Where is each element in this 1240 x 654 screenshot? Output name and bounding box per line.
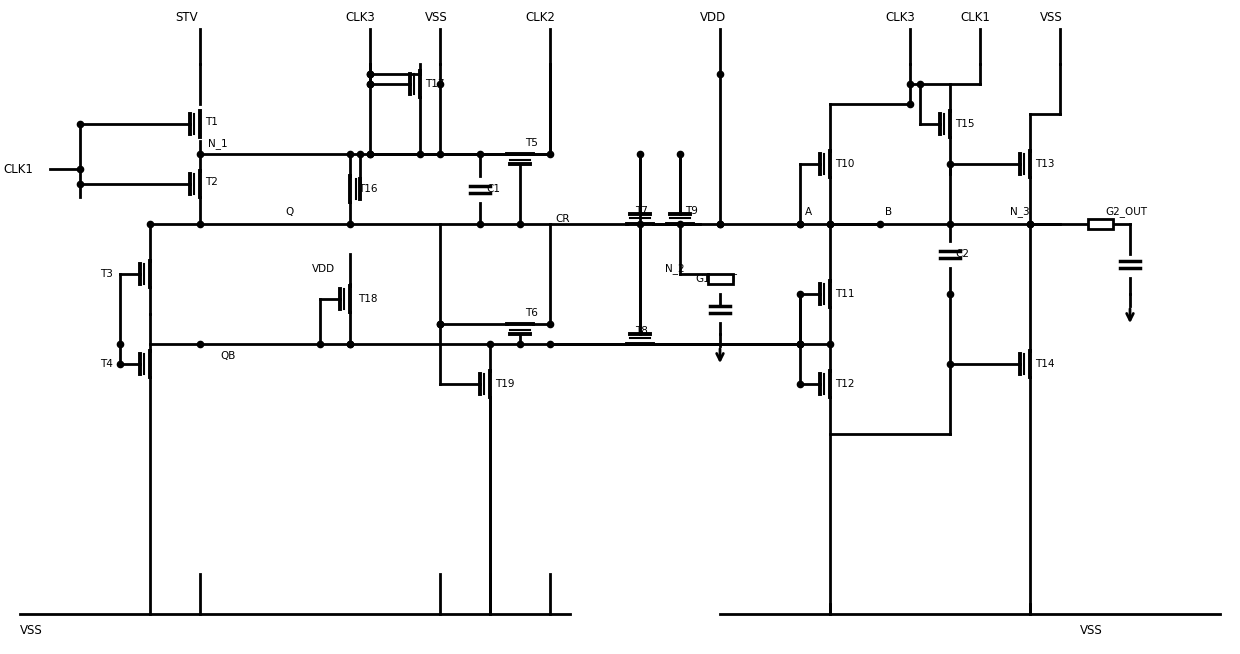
Text: CR: CR bbox=[556, 214, 569, 224]
Text: CLK1: CLK1 bbox=[2, 162, 33, 175]
Text: VDD: VDD bbox=[701, 11, 727, 24]
Text: T17: T17 bbox=[425, 79, 444, 89]
Text: G2_OUT: G2_OUT bbox=[1105, 206, 1147, 217]
Text: C2: C2 bbox=[955, 249, 968, 259]
Text: CLK1: CLK1 bbox=[960, 11, 990, 24]
Text: T12: T12 bbox=[835, 379, 854, 389]
Text: VDD: VDD bbox=[312, 264, 335, 274]
Text: N_2: N_2 bbox=[665, 264, 684, 275]
Text: T13: T13 bbox=[1035, 159, 1054, 169]
Text: T9: T9 bbox=[684, 206, 698, 216]
Text: C1: C1 bbox=[486, 184, 500, 194]
Text: T18: T18 bbox=[358, 294, 377, 304]
Bar bbox=[1087, 219, 1112, 229]
Text: QB: QB bbox=[219, 351, 236, 361]
Text: N_1: N_1 bbox=[208, 138, 228, 149]
Text: T10: T10 bbox=[835, 159, 854, 169]
Bar bbox=[708, 274, 733, 284]
Text: VSS: VSS bbox=[1080, 624, 1102, 637]
Text: CLK2: CLK2 bbox=[525, 11, 554, 24]
Text: VSS: VSS bbox=[1040, 11, 1063, 24]
Text: A: A bbox=[805, 207, 812, 217]
Text: T3: T3 bbox=[100, 269, 113, 279]
Text: T16: T16 bbox=[358, 184, 377, 194]
Text: T5: T5 bbox=[525, 138, 538, 148]
Text: CLK3: CLK3 bbox=[345, 11, 374, 24]
Text: VSS: VSS bbox=[425, 11, 448, 24]
Text: T6: T6 bbox=[525, 308, 538, 318]
Text: T15: T15 bbox=[955, 119, 975, 129]
Text: CLK3: CLK3 bbox=[885, 11, 915, 24]
Text: N_3: N_3 bbox=[1011, 206, 1029, 217]
Text: T1: T1 bbox=[205, 117, 218, 127]
Text: T8: T8 bbox=[635, 326, 647, 336]
Text: T7: T7 bbox=[635, 206, 647, 216]
Text: T11: T11 bbox=[835, 289, 854, 299]
Text: T4: T4 bbox=[100, 359, 113, 369]
Text: Q: Q bbox=[286, 207, 294, 217]
Text: T14: T14 bbox=[1035, 359, 1054, 369]
Text: T2: T2 bbox=[205, 177, 218, 187]
Text: G1_OUT: G1_OUT bbox=[694, 273, 737, 284]
Text: T19: T19 bbox=[495, 379, 515, 389]
Text: VSS: VSS bbox=[20, 624, 42, 637]
Text: STV: STV bbox=[175, 11, 197, 24]
Text: B: B bbox=[885, 207, 892, 217]
